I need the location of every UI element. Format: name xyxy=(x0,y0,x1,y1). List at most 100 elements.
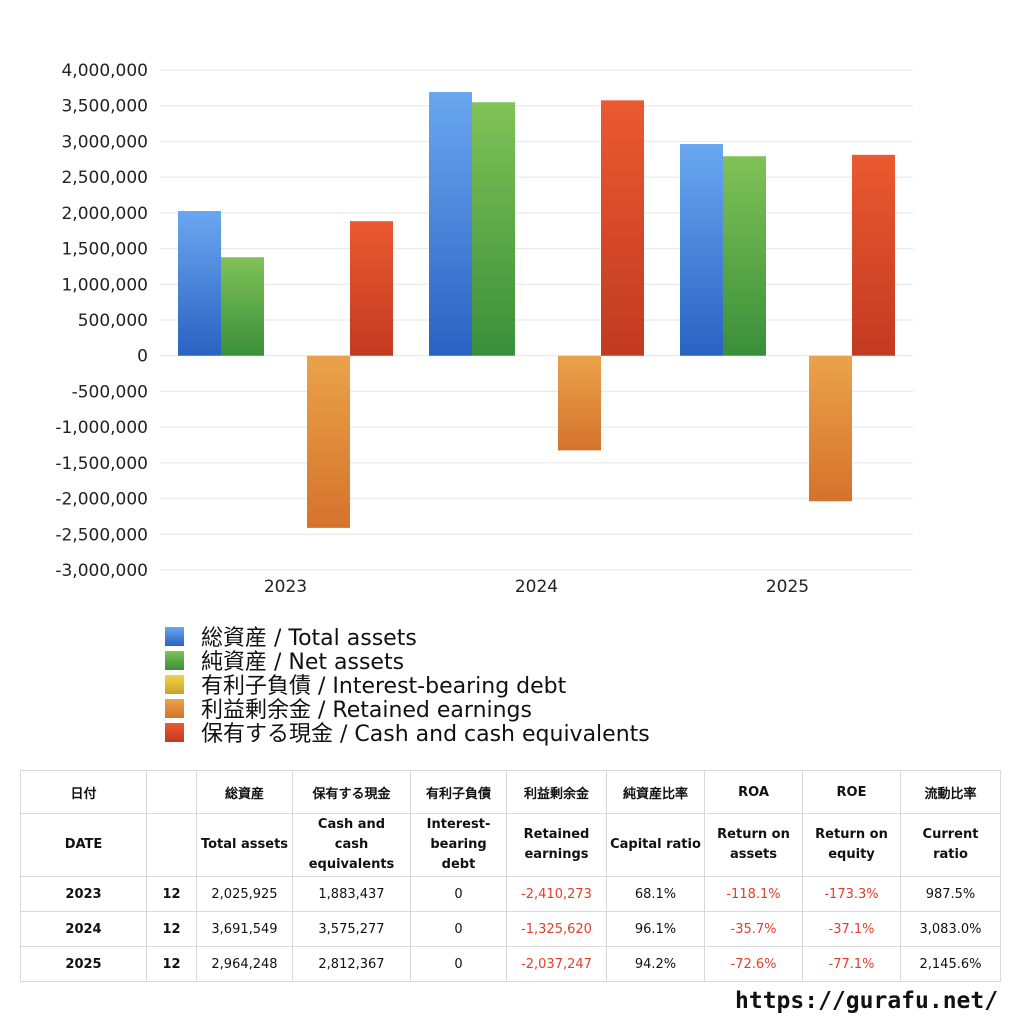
header-cell: 日付 xyxy=(20,770,147,814)
header-cell: Capital ratio xyxy=(606,813,705,877)
capital-ratio-cell: 96.1% xyxy=(606,911,705,947)
bar xyxy=(558,355,601,451)
header-cell: 純資産比率 xyxy=(606,770,705,814)
y-tick-label: 0 xyxy=(137,347,148,367)
legend-swatch-cash xyxy=(165,722,184,742)
bar xyxy=(852,154,895,356)
header-cell: DATE xyxy=(20,813,147,877)
legend-swatch-retained-earnings xyxy=(165,698,184,718)
header-cell xyxy=(146,770,197,814)
y-tick-label: -2,000,000 xyxy=(55,490,148,510)
y-tick-label: 4,000,000 xyxy=(61,61,148,81)
roa-cell: -118.1% xyxy=(704,876,803,912)
roa-cell: -35.7% xyxy=(704,911,803,947)
capital-ratio-cell: 94.2% xyxy=(606,946,705,982)
header-cell: 総資産 xyxy=(196,770,293,814)
debt-cell: 0 xyxy=(410,946,507,982)
legend-label: 総資産 / Total assets xyxy=(201,626,417,651)
bar xyxy=(221,257,264,356)
table-header-row-en: DATE Total assets Cash and cash equivale… xyxy=(20,813,1001,877)
cash-cell: 1,883,437 xyxy=(292,876,411,912)
table-row: 2025 12 2,964,248 2,812,367 0 -2,037,247… xyxy=(20,946,1001,982)
y-tick-label: -1,500,000 xyxy=(55,454,148,474)
debt-cell: 0 xyxy=(410,876,507,912)
current-ratio-cell: 2,145.6% xyxy=(900,946,1001,982)
year-cell: 2025 xyxy=(20,946,147,982)
roe-cell: -37.1% xyxy=(802,911,901,947)
chart-legend: 総資産 / Total assets 純資産 / Net assets 有利子負… xyxy=(165,624,650,747)
cash-cell: 2,812,367 xyxy=(292,946,411,982)
y-tick-label: 2,500,000 xyxy=(61,168,148,188)
header-cell: ROE xyxy=(802,770,901,814)
bars xyxy=(178,92,895,528)
legend-label: 純資産 / Net assets xyxy=(201,650,405,675)
header-cell: ROA xyxy=(704,770,803,814)
y-axis-ticks: 4,000,000 3,500,000 3,000,000 2,500,000 2,00… xyxy=(55,61,148,581)
header-cell: 流動比率 xyxy=(900,770,1001,814)
x-tick-label: 2025 xyxy=(766,577,809,597)
legend-item-interest-bearing-debt: 有利子負債 / Interest-bearing debt xyxy=(165,672,650,699)
header-cell: Cash and cash equivalents xyxy=(292,813,411,877)
x-tick-label: 2024 xyxy=(515,577,558,597)
y-tick-label: 1,500,000 xyxy=(61,240,148,260)
header-cell: 有利子負債 xyxy=(410,770,507,814)
retained-earnings-cell: -2,037,247 xyxy=(506,946,607,982)
retained-earnings-cell: -1,325,620 xyxy=(506,911,607,947)
x-tick-label: 2023 xyxy=(264,577,307,597)
legend-item-total-assets: 総資産 / Total assets xyxy=(165,624,650,651)
legend-label: 保有する現金 / Cash and cash equivalents xyxy=(201,722,650,747)
header-cell: Retained earnings xyxy=(506,813,607,877)
bar xyxy=(178,211,221,356)
header-cell xyxy=(146,813,197,877)
total-assets-cell: 3,691,549 xyxy=(196,911,293,947)
roa-cell: -72.6% xyxy=(704,946,803,982)
legend-swatch-net-assets xyxy=(165,650,184,670)
site-url: https://gurafu.net/ xyxy=(735,988,999,1014)
y-tick-label: 500,000 xyxy=(78,311,148,331)
header-cell: 利益剰余金 xyxy=(506,770,607,814)
y-tick-label: -2,500,000 xyxy=(55,525,148,545)
header-cell: Total assets xyxy=(196,813,293,877)
bar xyxy=(350,221,393,356)
table-row: 2024 12 3,691,549 3,575,277 0 -1,325,620… xyxy=(20,911,1001,947)
legend-item-net-assets: 純資産 / Net assets xyxy=(165,648,650,675)
y-tick-label: -500,000 xyxy=(72,382,148,402)
financial-table: 日付 総資産 保有する現金 有利子負債 利益剰余金 純資産比率 ROA ROE … xyxy=(20,770,1001,982)
bar xyxy=(472,102,515,356)
capital-ratio-cell: 68.1% xyxy=(606,876,705,912)
grid-lines xyxy=(160,69,913,571)
bar xyxy=(601,100,644,356)
bar xyxy=(429,92,472,356)
header-cell: Return on equity xyxy=(802,813,901,877)
legend-item-retained-earnings: 利益剰余金 / Retained earnings xyxy=(165,696,650,723)
cash-cell: 3,575,277 xyxy=(292,911,411,947)
x-axis-ticks: 2023 2024 2025 xyxy=(264,577,809,597)
roe-cell: -173.3% xyxy=(802,876,901,912)
legend-label: 利益剰余金 / Retained earnings xyxy=(201,698,532,723)
header-cell: Return on assets xyxy=(704,813,803,877)
retained-earnings-cell: -2,410,273 xyxy=(506,876,607,912)
y-tick-label: 3,000,000 xyxy=(61,132,148,152)
header-cell: Current ratio xyxy=(900,813,1001,877)
year-cell: 2024 xyxy=(20,911,147,947)
y-tick-label: 2,000,000 xyxy=(61,204,148,224)
roe-cell: -77.1% xyxy=(802,946,901,982)
y-tick-label: -1,000,000 xyxy=(55,418,148,438)
legend-swatch-total-assets xyxy=(165,626,184,646)
year-cell: 2023 xyxy=(20,876,147,912)
legend-label: 有利子負債 / Interest-bearing debt xyxy=(201,674,567,699)
bar-chart: 4,000,000 3,500,000 3,000,000 2,500,000 2,00… xyxy=(55,61,913,597)
bar xyxy=(680,143,723,356)
bar xyxy=(723,156,766,356)
current-ratio-cell: 987.5% xyxy=(900,876,1001,912)
total-assets-cell: 2,025,925 xyxy=(196,876,293,912)
legend-swatch-interest-bearing-debt xyxy=(165,674,184,694)
table-header-row-jp: 日付 総資産 保有する現金 有利子負債 利益剰余金 純資産比率 ROA ROE … xyxy=(20,770,1001,814)
total-assets-cell: 2,964,248 xyxy=(196,946,293,982)
month-cell: 12 xyxy=(146,876,197,912)
table-row: 2023 12 2,025,925 1,883,437 0 -2,410,273… xyxy=(20,876,1001,912)
y-tick-label: 1,000,000 xyxy=(61,275,148,295)
month-cell: 12 xyxy=(146,946,197,982)
y-tick-label: -3,000,000 xyxy=(55,561,148,581)
month-cell: 12 xyxy=(146,911,197,947)
